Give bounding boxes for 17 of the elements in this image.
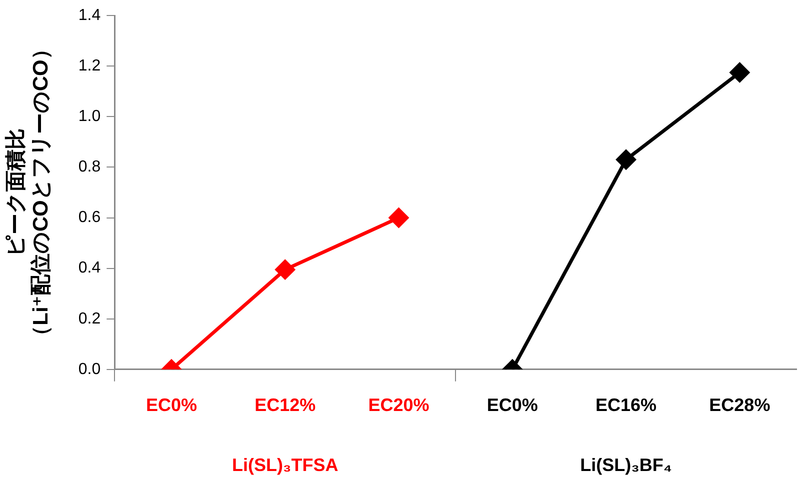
y-tick-label: 1.4	[78, 7, 101, 24]
y-tick-label: 1.2	[78, 58, 101, 75]
y-tick-label: 0.4	[78, 260, 101, 277]
y-tick-label: 1.0	[78, 108, 101, 126]
x-tick-label: EC28%	[709, 395, 770, 416]
y-axis-title: ピーク面積比（Li⁺配位のCOとフリーのCO）	[4, 38, 53, 346]
y-tick-label: 0.6	[78, 209, 101, 226]
y-tick-label: 0.2	[78, 310, 101, 328]
y-tick-label: 0.0	[78, 360, 101, 378]
x-tick-label: EC20%	[368, 395, 430, 416]
text: Li(SL)₃TFSA	[232, 454, 338, 475]
x-tick-label: EC12%	[254, 395, 316, 416]
x-tick-label: EC0%	[146, 395, 197, 416]
x-tick-label: EC0%	[486, 395, 538, 416]
x-tick-label: EC16%	[596, 395, 657, 416]
text: Li(SL)₃BF₄	[580, 454, 672, 475]
y-tick-label: 0.8	[78, 158, 101, 176]
